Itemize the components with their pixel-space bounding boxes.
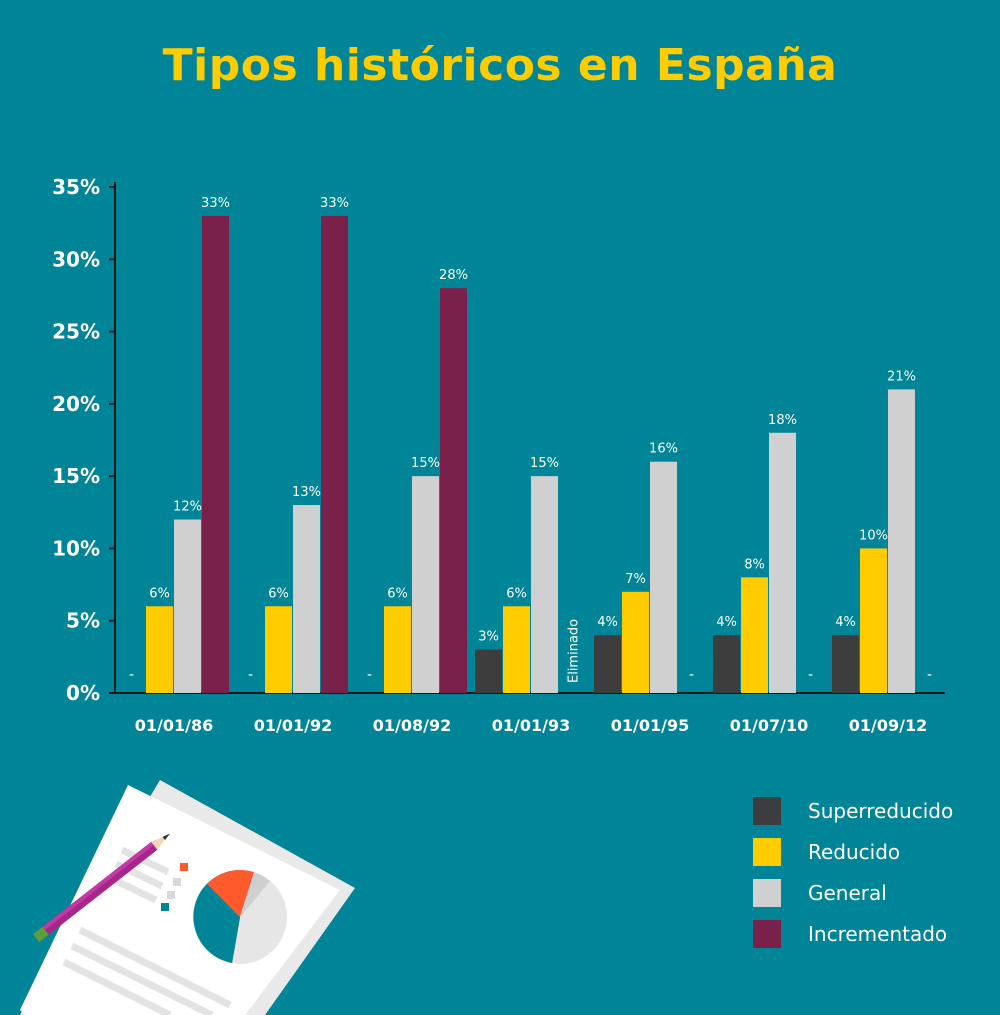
bar-reducido [146,606,173,693]
bar-reducido [265,606,292,693]
document-legend-square [167,891,175,899]
legend-swatch-superreducido [753,796,781,825]
bar-incrementado [202,215,229,693]
data-label: 4% [597,615,618,630]
bar-general [650,461,677,693]
data-label: 10% [859,528,888,543]
bar-reducido [860,548,887,693]
x-tick-label: 01/07/10 [730,716,808,735]
bar-superreducido [475,649,502,693]
data-label: 6% [387,586,408,601]
data-label: 4% [716,615,737,630]
data-label-dash: - [367,667,372,683]
data-label: 4% [835,615,856,630]
chart-title: Tipos históricos en España [162,40,838,91]
bar-superreducido [713,635,740,693]
x-tick-label: 01/01/95 [611,716,689,735]
legend-item-reducido: Reducido [753,831,953,872]
document-legend-square [173,878,181,886]
data-label-dash: - [689,667,694,683]
legend-label: General [808,880,887,905]
data-label-dash: - [248,667,253,683]
data-label-eliminado: Eliminado [567,619,582,683]
chart-legend: Superreducido Reducido General Increment… [753,790,953,954]
y-tick-label: 10% [52,536,100,560]
document-pie-chart [193,870,287,964]
data-label: 13% [292,485,321,500]
data-label: 6% [149,586,170,601]
data-label: 8% [744,557,765,572]
bar-reducido [622,591,649,693]
data-label: 33% [320,196,349,211]
bar-general [412,476,439,693]
y-tick-label: 20% [52,392,100,416]
data-label-dash: - [129,667,134,683]
legend-item-superreducido: Superreducido [753,790,953,831]
legend-item-general: General [753,872,953,913]
bar-reducido [741,577,768,693]
x-tick-label: 01/08/92 [373,716,451,735]
y-tick-label: 35% [52,175,100,199]
bar-chart: 0% 5% 10% 15% 20% 25% 30% 35% - 6% 12% 33% 01/01/86 -… [52,175,945,735]
data-label: 7% [625,572,646,587]
data-label: 21% [887,369,916,384]
legend-swatch-incrementado [753,919,781,948]
legend-label: Incrementado [808,921,948,946]
data-label: 18% [768,413,797,428]
bar-general [888,389,915,693]
bar-superreducido [832,635,859,693]
legend-label: Reducido [808,839,901,864]
pencil-icon [33,833,171,943]
document-legend-square [161,903,169,911]
data-label: 3% [478,630,499,645]
bar-general [531,476,558,693]
x-tick-label: 01/01/92 [254,716,332,735]
data-label: 15% [530,456,559,471]
data-label: 33% [201,196,230,211]
y-tick-label: 5% [66,609,100,633]
data-label: 15% [411,456,440,471]
y-tick-label: 0% [66,681,100,705]
data-label: 12% [173,500,202,515]
legend-swatch-reducido [753,837,781,866]
x-tick-label: 01/01/93 [492,716,570,735]
x-tick-label: 01/01/86 [135,716,213,735]
legend-swatch-general [753,878,781,907]
data-label-dash: - [808,667,813,683]
data-label: 6% [268,586,289,601]
bar-superreducido [594,635,621,693]
legend-label: Superreducido [808,798,954,823]
y-tick-label: 25% [52,320,100,344]
bar-general [174,519,201,693]
document-pie-chart-pencil-icon [20,780,355,1015]
y-tick-label: 30% [52,247,100,271]
bar-general [769,432,796,693]
document-legend-square [180,863,188,871]
data-label: 6% [506,586,527,601]
legend-item-incrementado: Incrementado [753,913,953,954]
data-label: 28% [439,268,468,283]
bar-reducido [384,606,411,693]
data-label-dash: - [927,667,932,683]
bar-incrementado [440,288,467,693]
bar-incrementado [321,215,348,693]
data-label: 16% [649,442,678,457]
bar-general [293,505,320,693]
x-tick-label: 01/09/12 [849,716,927,735]
y-tick-label: 15% [52,464,100,488]
bar-reducido [503,606,530,693]
